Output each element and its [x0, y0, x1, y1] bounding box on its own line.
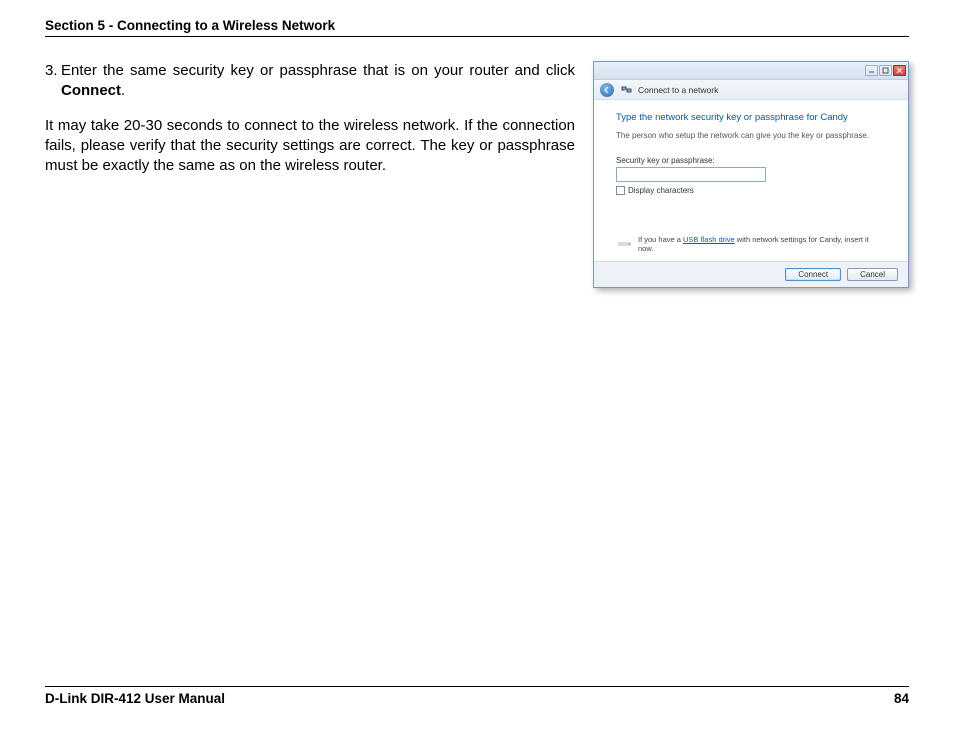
minimize-button[interactable] — [865, 65, 878, 76]
connect-dialog: Connect to a network Type the network se… — [593, 61, 909, 288]
maximize-icon — [882, 67, 889, 74]
step-text-a: Enter the same security key or passphras… — [61, 62, 575, 79]
usb-hint-text: If you have a USB flash drive with netwo… — [638, 235, 886, 253]
step-text-bold: Connect — [61, 82, 121, 99]
security-key-label: Security key or passphrase: — [616, 156, 886, 165]
dialog-footer: Connect Cancel — [594, 261, 908, 287]
usb-flash-drive-link[interactable]: USB flash drive — [683, 235, 735, 244]
display-chars-row: Display characters — [616, 186, 886, 195]
page-footer: D-Link DIR-412 User Manual 84 — [45, 686, 909, 706]
usb-hint-row: If you have a USB flash drive with netwo… — [616, 235, 886, 253]
paragraph: It may take 20-30 seconds to connect to … — [45, 116, 575, 177]
dialog-subheading: The person who setup the network can giv… — [616, 131, 886, 140]
security-key-input[interactable] — [616, 167, 766, 182]
network-icon — [620, 84, 632, 96]
dialog-titlebar — [594, 62, 908, 80]
display-chars-label: Display characters — [628, 186, 694, 195]
back-button[interactable] — [600, 83, 614, 97]
step-text-b: . — [121, 82, 125, 99]
content-area: 3. Enter the same security key or passph… — [45, 61, 909, 288]
manual-title: D-Link DIR-412 User Manual — [45, 691, 225, 706]
step-body: Enter the same security key or passphras… — [61, 61, 575, 102]
display-chars-checkbox[interactable] — [616, 186, 625, 195]
dialog-navbar: Connect to a network — [594, 80, 908, 100]
minimize-icon — [868, 67, 875, 74]
close-icon — [896, 67, 903, 74]
cancel-button[interactable]: Cancel — [847, 268, 898, 281]
connect-button[interactable]: Connect — [785, 268, 841, 281]
step-number: 3. — [45, 61, 61, 102]
step-3: 3. Enter the same security key or passph… — [45, 61, 575, 102]
dialog-heading: Type the network security key or passphr… — [616, 112, 886, 123]
maximize-button[interactable] — [879, 65, 892, 76]
back-arrow-icon — [603, 86, 611, 94]
page-number: 84 — [894, 691, 909, 706]
usb-prefix: If you have a — [638, 235, 683, 244]
usb-drive-icon — [618, 240, 632, 248]
dialog-body: Type the network security key or passphr… — [594, 100, 908, 261]
close-button[interactable] — [893, 65, 906, 76]
section-header: Section 5 - Connecting to a Wireless Net… — [45, 18, 909, 37]
navbar-title: Connect to a network — [638, 85, 718, 95]
instruction-text: 3. Enter the same security key or passph… — [45, 61, 575, 190]
